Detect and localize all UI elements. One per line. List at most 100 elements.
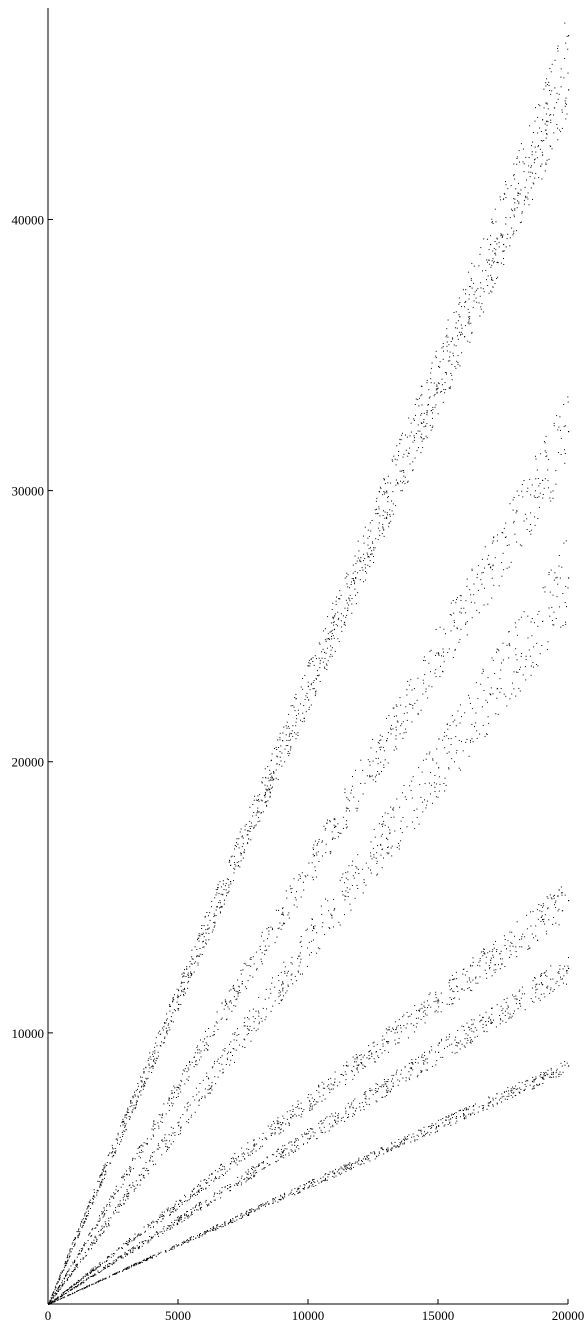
scatter-point — [426, 414, 428, 416]
scatter-point — [319, 1120, 321, 1122]
scatter-point — [123, 1199, 124, 1201]
scatter-point — [409, 435, 411, 437]
scatter-point — [457, 710, 459, 712]
scatter-point — [437, 1044, 439, 1046]
scatter-point — [110, 1152, 112, 1154]
scatter-point — [531, 484, 533, 486]
scatter-point — [352, 776, 353, 777]
scatter-point — [292, 735, 294, 737]
scatter-point — [482, 670, 484, 672]
scatter-point — [330, 631, 332, 633]
scatter-point — [247, 830, 248, 832]
scatter-point — [365, 884, 367, 886]
scatter-point — [156, 1221, 158, 1223]
scatter-point — [71, 1273, 73, 1275]
scatter-point — [150, 1138, 152, 1140]
scatter-point — [240, 1177, 242, 1179]
scatter-point — [483, 948, 485, 950]
scatter-point — [395, 1043, 397, 1045]
scatter-point — [357, 888, 359, 889]
scatter-point — [435, 669, 437, 671]
scatter-point — [119, 1205, 121, 1207]
scatter-point — [403, 713, 405, 715]
scatter-point — [129, 1174, 130, 1176]
scatter-point — [301, 721, 303, 723]
scatter-point — [320, 1129, 322, 1131]
scatter-point — [520, 616, 522, 618]
scatter-point — [471, 738, 473, 740]
scatter-point — [196, 1064, 198, 1066]
scatter-point — [410, 789, 412, 791]
scatter-point — [161, 1211, 163, 1213]
scatter-point — [131, 1105, 133, 1107]
scatter-point — [518, 494, 520, 496]
scatter-point — [509, 1016, 511, 1018]
scatter-point — [93, 1198, 94, 1200]
scatter-point — [459, 722, 461, 724]
scatter-point — [207, 929, 209, 931]
scatter-point — [290, 1113, 292, 1115]
scatter-point — [126, 1117, 128, 1119]
scatter-point — [438, 383, 440, 385]
scatter-point — [400, 820, 402, 822]
scatter-point — [337, 1113, 339, 1115]
scatter-point — [382, 825, 383, 827]
scatter-point — [438, 738, 440, 740]
scatter-point — [368, 1104, 370, 1106]
scatter-point — [466, 738, 468, 740]
scatter-point — [314, 870, 316, 872]
scatter-point — [349, 587, 350, 589]
scatter-point — [505, 197, 507, 199]
scatter-point — [302, 1111, 304, 1112]
scatter-point — [345, 895, 347, 897]
scatter-point — [283, 1117, 285, 1119]
scatter-point — [474, 291, 476, 293]
scatter-point — [559, 416, 561, 418]
scatter-point — [492, 564, 494, 566]
scatter-point — [381, 735, 383, 737]
scatter-point — [351, 864, 353, 866]
scatter-point — [109, 1152, 111, 1154]
scatter-point — [423, 1001, 425, 1003]
scatter-point — [507, 188, 509, 190]
scatter-point — [273, 1122, 275, 1124]
scatter-point — [369, 566, 371, 568]
scatter-point — [563, 426, 565, 428]
scatter-point — [69, 1294, 71, 1296]
scatter-point — [531, 154, 533, 156]
scatter-point — [252, 956, 254, 958]
scatter-point — [80, 1220, 82, 1222]
scatter-point — [368, 535, 370, 537]
scatter-point — [438, 1000, 440, 1002]
scatter-point — [467, 308, 469, 310]
scatter-point — [189, 966, 191, 968]
scatter-point — [171, 1090, 173, 1092]
scatter-point — [176, 988, 178, 990]
scatter-point — [214, 1025, 216, 1027]
scatter-point — [160, 1045, 162, 1047]
scatter-point — [492, 565, 494, 567]
scatter-point — [96, 1224, 98, 1226]
scatter-point — [81, 1281, 83, 1283]
scatter-point — [64, 1263, 66, 1265]
scatter-point — [423, 660, 425, 661]
scatter-point — [500, 233, 502, 235]
scatter-point — [69, 1251, 71, 1253]
scatter-point — [426, 411, 428, 413]
scatter-point — [558, 985, 560, 987]
scatter-point — [502, 552, 504, 554]
scatter-point — [538, 904, 540, 905]
scatter-point — [465, 300, 467, 302]
scatter-point — [451, 1043, 453, 1045]
scatter-point — [100, 1271, 102, 1273]
scatter-point — [464, 336, 466, 338]
scatter-point — [184, 1213, 186, 1215]
scatter-point — [562, 593, 564, 594]
scatter-point — [89, 1276, 91, 1278]
scatter-point — [280, 1148, 282, 1150]
scatter-point — [50, 1300, 52, 1302]
scatter-point — [391, 510, 393, 512]
scatter-point — [394, 1021, 396, 1023]
scatter-point — [252, 1008, 254, 1010]
scatter-point — [442, 343, 444, 344]
